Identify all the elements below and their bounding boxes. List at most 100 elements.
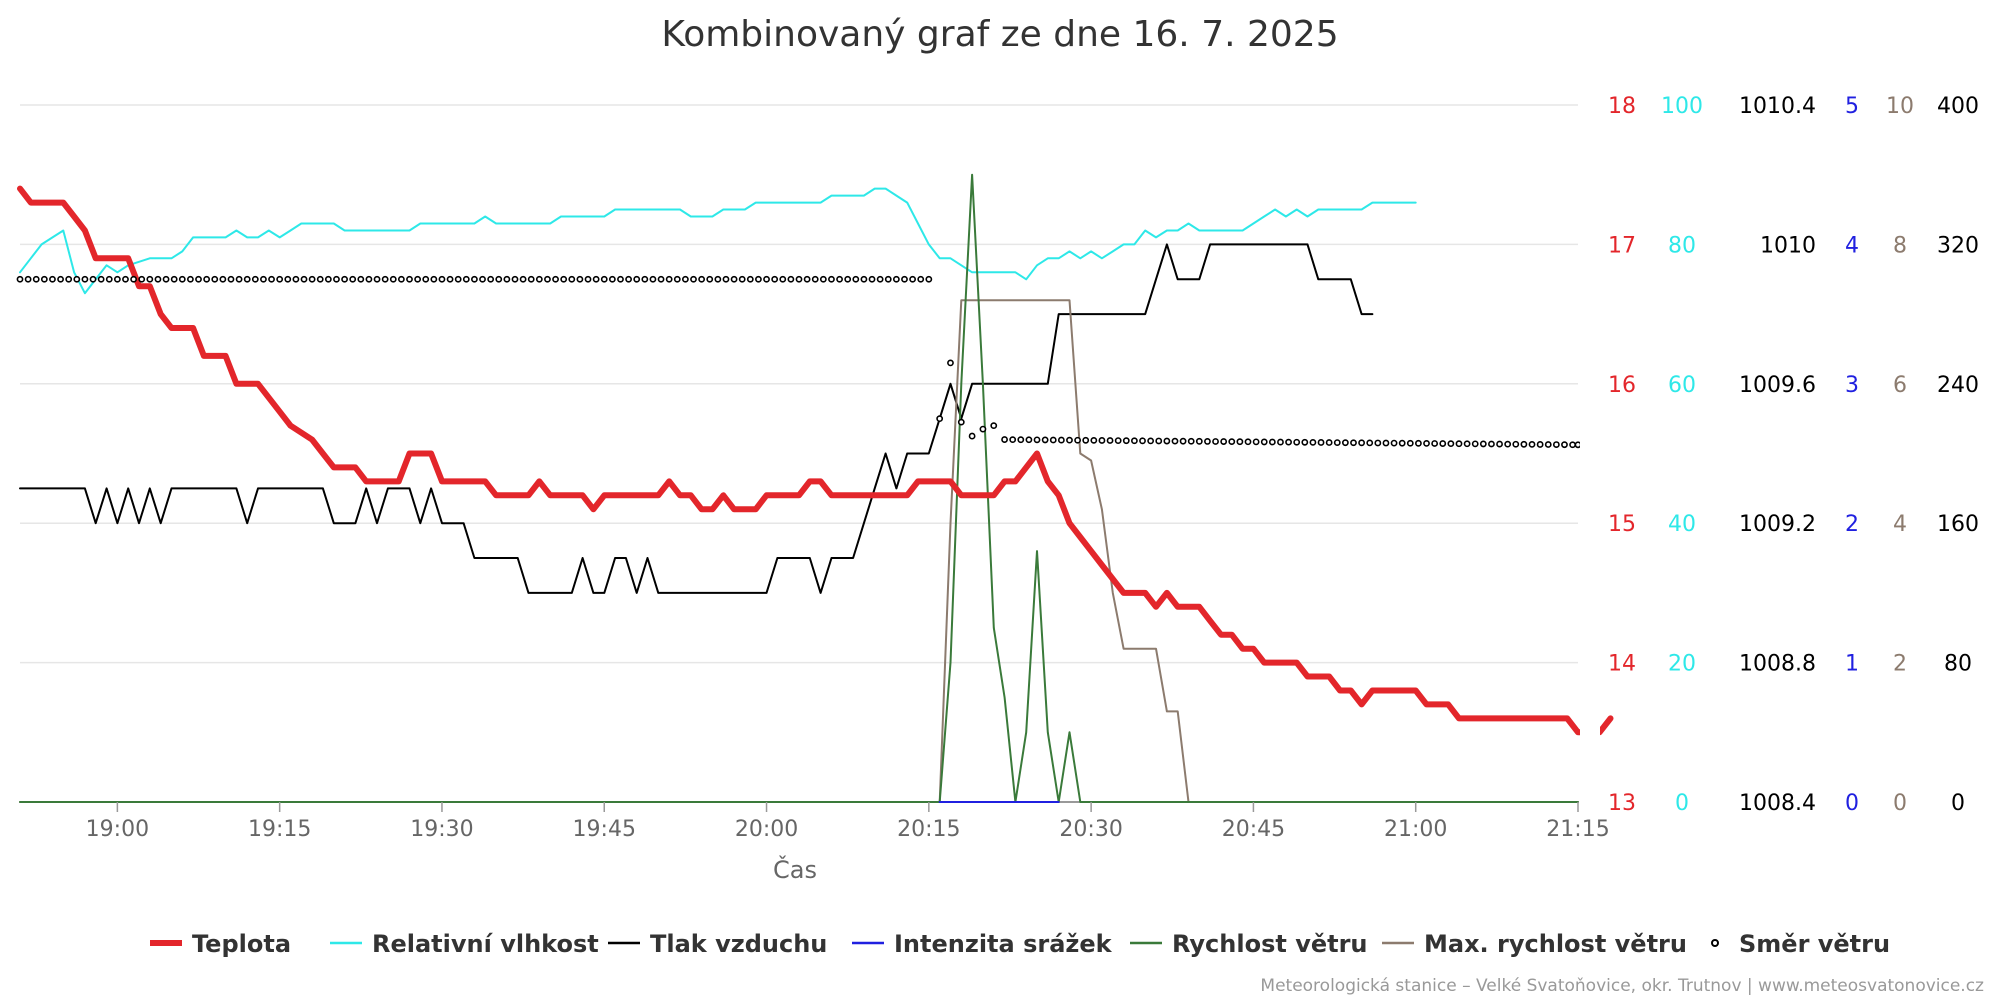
legend-label: Max. rychlost větru: [1424, 930, 1687, 958]
wind-direction-point: [1090, 436, 1098, 444]
wind-direction-point: [979, 425, 987, 433]
wind-direction-point: [1333, 439, 1341, 446]
y-tick-label-temperature: 16: [1608, 373, 1636, 398]
wind-direction-point: [422, 275, 430, 283]
wind-direction-point: [584, 275, 592, 283]
legend-item-max-rychlost-vetru[interactable]: Max. rychlost větru: [1382, 930, 1687, 958]
wind-direction-point: [65, 275, 73, 283]
wind-direction-point: [1350, 439, 1357, 447]
wind-direction-point: [1017, 436, 1025, 444]
series-line-tlak-vzduchu: [19, 243, 1374, 594]
wind-direction-point: [1398, 439, 1406, 447]
wind-direction-point: [49, 275, 56, 283]
wind-direction-point: [1382, 439, 1390, 447]
wind-direction-point: [1041, 436, 1049, 444]
wind-direction-point: [1471, 440, 1479, 448]
y-tick-label-rain: 0: [1845, 791, 1859, 816]
wind-direction-point: [1252, 438, 1260, 446]
wind-direction-point: [130, 275, 138, 283]
wind-direction-point: [657, 275, 665, 283]
wind-direction-point: [1106, 437, 1114, 444]
wind-direction-point: [868, 275, 876, 283]
legend-item-teplota[interactable]: Teplota: [150, 930, 291, 958]
x-tick-label: 19:30: [410, 817, 473, 842]
y-tick-label-rain: 1: [1845, 652, 1859, 677]
wind-direction-point: [292, 275, 300, 283]
wind-direction-point: [1009, 436, 1017, 444]
x-axis: 19:00 19:15 19:30 19:45 20:00 20:15 20:30 20:45…: [86, 802, 1610, 842]
wind-direction-point: [665, 275, 673, 283]
y-tick-label-humidity: 100: [1661, 94, 1703, 119]
y-axis-rain: 0 1 2 3 4 5: [1845, 94, 1859, 816]
wind-direction-point: [1479, 440, 1487, 448]
wind-direction-point: [1131, 437, 1138, 445]
wind-direction-point: [527, 275, 535, 283]
wind-direction-point: [357, 275, 365, 283]
wind-direction-point: [1561, 441, 1568, 449]
y-tick-label-direction: 400: [1937, 94, 1979, 119]
y-tick-label-pressure: 1008.4: [1739, 791, 1816, 816]
wind-direction-point: [195, 275, 202, 283]
wind-direction-point: [349, 275, 357, 283]
wind-direction-point: [243, 275, 251, 283]
wind-direction-point: [1204, 438, 1211, 445]
wind-direction-point: [1001, 436, 1008, 443]
wind-direction-point: [633, 275, 641, 283]
legend-item-relativni-vlhkost[interactable]: Relativní vlhkost: [330, 930, 599, 958]
y-tick-label-pressure: 1008.8: [1739, 652, 1816, 677]
wind-direction-point: [795, 275, 803, 283]
wind-direction-point: [211, 275, 219, 283]
wind-direction-point: [16, 275, 24, 283]
wind-direction-point: [260, 275, 267, 283]
wind-direction-point: [1033, 436, 1041, 444]
y-tick-label-temperature: 13: [1608, 791, 1636, 816]
wind-direction-point: [341, 275, 348, 283]
x-tick-label: 19:45: [573, 817, 636, 842]
legend-label: Tlak vzduchu: [650, 930, 827, 958]
wind-direction-point: [1244, 438, 1252, 446]
wind-direction-point: [625, 275, 632, 283]
wind-direction-point: [1528, 440, 1536, 448]
y-axis-humidity: 0 20 40 60 80 100: [1661, 94, 1703, 816]
y-tick-label-humidity: 0: [1675, 791, 1689, 816]
wind-direction-point: [438, 275, 446, 283]
credits-text[interactable]: Meteorologická stanice – Velké Svatoňovi…: [1260, 976, 1984, 996]
wind-direction-point: [487, 275, 495, 283]
wind-direction-point: [1066, 436, 1073, 444]
wind-direction-point: [649, 275, 657, 283]
legend-item-rychlost-vetru[interactable]: Rychlost větru: [1130, 930, 1368, 958]
wind-direction-point: [454, 275, 462, 283]
legend-item-tlak-vzduchu[interactable]: Tlak vzduchu: [608, 930, 827, 958]
wind-direction-point: [1147, 437, 1155, 445]
y-tick-label-direction: 80: [1944, 652, 1972, 677]
wind-direction-point: [641, 275, 649, 283]
legend-item-intenzita-srazek[interactable]: Intenzita srážek: [852, 930, 1113, 958]
wind-direction-point: [706, 275, 714, 283]
wind-direction-point: [990, 422, 998, 430]
x-tick-label: 21:00: [1384, 817, 1447, 842]
y-tick-label-temperature: 15: [1608, 512, 1636, 537]
y-tick-label-humidity: 40: [1668, 512, 1696, 537]
wind-direction-point: [860, 275, 868, 283]
wind-direction-point: [673, 275, 681, 283]
x-tick-label: 19:15: [248, 817, 311, 842]
wind-direction-point: [495, 275, 503, 283]
wind-direction-point: [219, 275, 227, 283]
y-tick-label-direction: 240: [1937, 373, 1979, 398]
legend-item-smer-vetru[interactable]: Směr větru: [1711, 930, 1890, 958]
wind-direction-point: [1155, 437, 1163, 445]
wind-direction-point: [1260, 438, 1268, 446]
chart-title: Kombinovaný graf ze dne 16. 7. 2025: [661, 14, 1338, 55]
y-tick-label-gust: 2: [1893, 652, 1907, 677]
wind-direction-point: [316, 275, 324, 283]
wind-direction-point: [1496, 440, 1503, 448]
series-line-teplota: [17, 185, 1614, 736]
wind-direction-point: [1268, 438, 1276, 446]
x-tick-label: 19:00: [86, 817, 149, 842]
wind-direction-point: [1285, 438, 1292, 446]
wind-direction-point: [803, 275, 811, 283]
wind-direction-point: [535, 275, 543, 283]
wind-direction-point: [1139, 437, 1146, 445]
legend: Teplota Relativní vlhkost Tlak vzduchu Inte…: [150, 930, 1890, 958]
wind-direction-point: [251, 275, 259, 283]
